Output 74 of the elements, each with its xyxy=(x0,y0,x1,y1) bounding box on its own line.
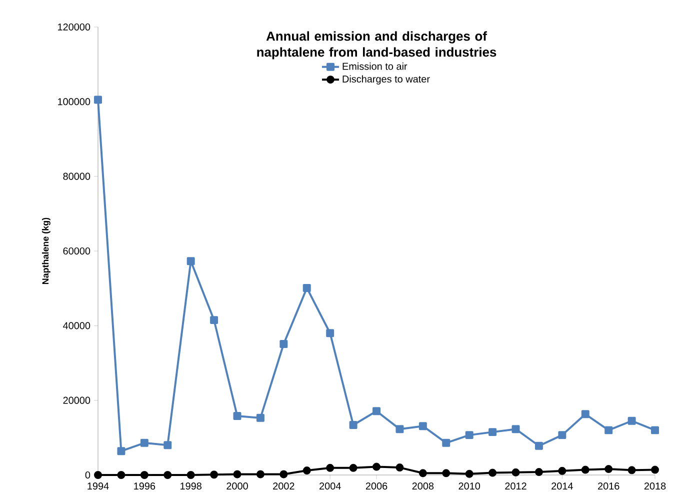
point xyxy=(302,466,311,475)
point xyxy=(94,471,102,479)
y-tick-label: 100000 xyxy=(58,98,90,106)
point xyxy=(442,469,450,478)
point xyxy=(396,425,404,434)
x-tick-label: 1994 xyxy=(88,482,109,490)
point xyxy=(512,425,520,434)
point xyxy=(465,431,474,440)
x-tick-label: 2016 xyxy=(598,482,620,490)
point xyxy=(186,257,195,266)
point xyxy=(651,466,659,474)
point xyxy=(488,428,497,436)
point xyxy=(372,407,380,416)
y-tick-label: 60000 xyxy=(63,247,90,255)
point xyxy=(302,284,311,292)
point xyxy=(326,329,334,338)
point xyxy=(465,470,474,478)
y-tick-label: 40000 xyxy=(63,322,90,330)
text: Annual emission and discharges of naphtalene from land-based industries xyxy=(257,31,496,60)
x-tick-label: 2008 xyxy=(412,482,434,490)
point xyxy=(210,316,218,324)
point xyxy=(140,438,148,447)
x-tick-label: 2002 xyxy=(273,482,294,490)
x-tick-label: 2014 xyxy=(552,482,573,490)
y-tick-label: 120000 xyxy=(58,23,90,31)
legend-label: Discharges to water xyxy=(342,75,430,85)
point xyxy=(256,414,264,422)
point xyxy=(418,469,427,478)
y-axis-title: Napthalene (kg) xyxy=(42,218,50,284)
x-tick-label: 2010 xyxy=(458,482,480,490)
x-tick-label: 2004 xyxy=(320,482,341,490)
point xyxy=(418,422,427,430)
point xyxy=(442,438,450,447)
legend-label: Emission to air xyxy=(342,62,408,70)
point xyxy=(210,470,218,479)
point xyxy=(256,470,264,478)
point xyxy=(94,96,102,104)
point xyxy=(233,412,242,420)
point xyxy=(581,466,590,474)
point xyxy=(117,447,126,456)
point xyxy=(651,426,659,434)
point xyxy=(534,468,543,476)
x-tick-label: 2012 xyxy=(505,482,526,490)
point xyxy=(558,466,566,475)
point xyxy=(512,468,520,476)
point xyxy=(117,471,126,479)
point xyxy=(280,470,288,478)
point xyxy=(604,426,613,434)
x-tick-label: 1998 xyxy=(180,482,202,490)
point xyxy=(581,410,590,418)
point xyxy=(628,466,636,474)
point xyxy=(372,462,380,471)
point xyxy=(558,431,566,440)
point xyxy=(349,464,358,472)
point xyxy=(534,442,543,450)
point xyxy=(326,464,334,472)
point xyxy=(280,340,288,348)
point xyxy=(164,471,172,479)
point xyxy=(164,441,172,450)
y-tick-label: 0 xyxy=(85,471,90,479)
x-tick-label: 2000 xyxy=(226,482,248,490)
point xyxy=(396,464,404,472)
x-tick-label: 2018 xyxy=(644,482,666,490)
point xyxy=(349,420,358,429)
point xyxy=(233,470,242,478)
x-tick-label: 2006 xyxy=(366,482,388,490)
y-tick-label: 20000 xyxy=(63,396,90,404)
x-tick-label: 1996 xyxy=(134,482,156,490)
point xyxy=(186,471,195,479)
point xyxy=(488,468,497,477)
y-tick-label: 80000 xyxy=(63,172,90,180)
point xyxy=(628,416,636,425)
point xyxy=(604,465,613,474)
point xyxy=(140,471,148,479)
